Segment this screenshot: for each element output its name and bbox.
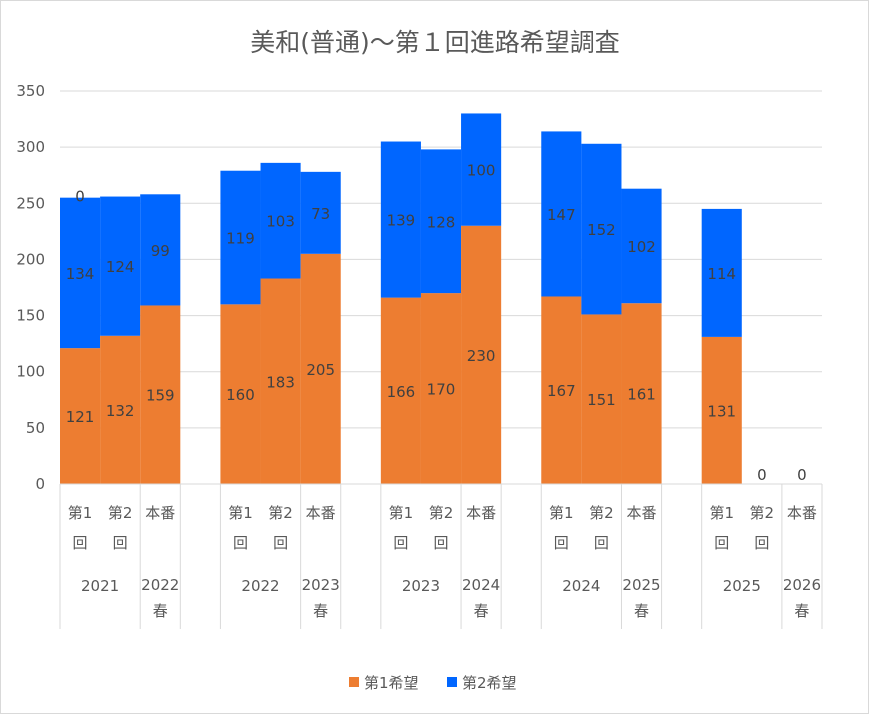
- bar-segment-2: [60, 197, 101, 349]
- data-label: 73: [311, 205, 330, 223]
- bar-segment-2: [621, 188, 662, 304]
- bar-segment-1: [420, 293, 462, 484]
- bar-segment-2: [701, 208, 742, 337]
- bar-segment-2: [140, 194, 181, 306]
- x-group-final-label: 2026春: [782, 576, 822, 620]
- x-tick-label: 第2回: [749, 504, 775, 552]
- data-label: 159: [146, 387, 175, 405]
- data-label: 147: [547, 206, 576, 224]
- data-label: 128: [427, 213, 456, 231]
- data-label: 132: [106, 402, 135, 420]
- bar-segment-1: [541, 296, 582, 484]
- x-tick-label: 第2回: [268, 504, 293, 552]
- y-tick-label: 100: [16, 363, 45, 381]
- bar-segment-2: [420, 149, 462, 294]
- data-label: 167: [547, 382, 576, 400]
- data-label: 183: [266, 373, 295, 391]
- data-label: 134: [66, 265, 95, 283]
- y-tick-label: 350: [16, 82, 45, 100]
- data-label: 161: [627, 386, 656, 404]
- x-tick-label: 第1回: [709, 504, 734, 552]
- x-group-label: 2022: [241, 577, 279, 595]
- data-label: 121: [66, 408, 95, 426]
- bar-segment-2: [541, 131, 582, 297]
- bar-segment-1: [140, 305, 181, 484]
- bar-segment-2: [260, 162, 301, 279]
- bar-segment-1: [380, 297, 421, 484]
- x-group-final-label: 2022春: [141, 576, 180, 620]
- bar-segment-1: [220, 304, 261, 484]
- legend-swatch-2: [447, 677, 457, 687]
- data-label: 230: [467, 347, 496, 365]
- bar-segment-2: [380, 141, 421, 298]
- x-group-label: 2021: [81, 577, 119, 595]
- data-label: 0: [757, 466, 767, 484]
- legend-label-1: 第1希望: [364, 674, 419, 692]
- bar-segment-1: [300, 253, 341, 484]
- data-label: 100: [467, 162, 496, 180]
- x-tick-label: 第1回: [388, 504, 414, 552]
- x-group-final-label: 2024春: [462, 576, 501, 620]
- data-label: 160: [226, 386, 255, 404]
- bar-segment-1: [581, 314, 622, 484]
- y-tick-label: 0: [35, 475, 45, 493]
- x-tick-label: 本番: [145, 504, 176, 522]
- x-tick-label: 本番: [626, 504, 657, 522]
- data-label: 119: [226, 230, 255, 248]
- data-label: 131: [707, 402, 736, 420]
- x-group-label: 2023: [402, 577, 440, 595]
- bar-segment-1: [260, 278, 301, 484]
- data-label: 102: [627, 238, 656, 256]
- x-group-final-label: 2023春: [301, 576, 340, 620]
- bar-segment-2: [220, 170, 261, 305]
- x-tick-label: 第2回: [589, 504, 614, 552]
- data-label: 99: [151, 242, 170, 260]
- data-label: 124: [106, 258, 135, 276]
- y-tick-label: 150: [16, 307, 45, 325]
- data-label: 114: [707, 265, 736, 283]
- bar-segment-2: [461, 113, 502, 226]
- data-label: 152: [587, 221, 616, 239]
- x-tick-label: 第1回: [549, 504, 574, 552]
- x-group-final-label: 2025春: [622, 576, 661, 620]
- y-tick-label: 50: [26, 419, 45, 437]
- bar-segment-1: [60, 348, 101, 484]
- x-tick-label: 本番: [466, 504, 497, 522]
- data-label: 0: [75, 188, 85, 206]
- data-label: 205: [306, 361, 335, 379]
- legend-label-2: 第2希望: [462, 674, 517, 692]
- bar-segment-2: [100, 196, 141, 336]
- y-tick-label: 250: [16, 194, 45, 212]
- bar-segment-1: [621, 303, 662, 484]
- x-tick-label: 本番: [786, 504, 817, 522]
- x-tick-label: 第2回: [428, 504, 454, 552]
- y-tick-label: 200: [16, 250, 45, 268]
- chart-title: 美和(普通)～第１回進路希望調査: [250, 28, 620, 57]
- legend-swatch-1: [349, 677, 359, 687]
- x-group-label: 2025: [723, 577, 761, 595]
- y-tick-label: 300: [16, 138, 45, 156]
- x-tick-label: 第2回: [107, 504, 133, 552]
- data-label: 139: [387, 212, 416, 230]
- bar-segment-2: [300, 171, 341, 254]
- x-group-label: 2024: [562, 577, 600, 595]
- x-tick-label: 第1回: [67, 504, 93, 552]
- x-tick-label: 本番: [305, 504, 336, 522]
- data-label: 0: [797, 466, 807, 484]
- bar-segment-1: [461, 225, 502, 484]
- data-label: 151: [587, 391, 616, 409]
- x-tick-label: 第1回: [228, 504, 253, 552]
- data-label: 166: [387, 383, 416, 401]
- data-label: 103: [266, 213, 295, 231]
- bar-segment-1: [701, 336, 742, 484]
- bar-segment-1: [100, 335, 141, 484]
- data-label: 170: [427, 381, 456, 399]
- bar-segment-2: [581, 143, 622, 315]
